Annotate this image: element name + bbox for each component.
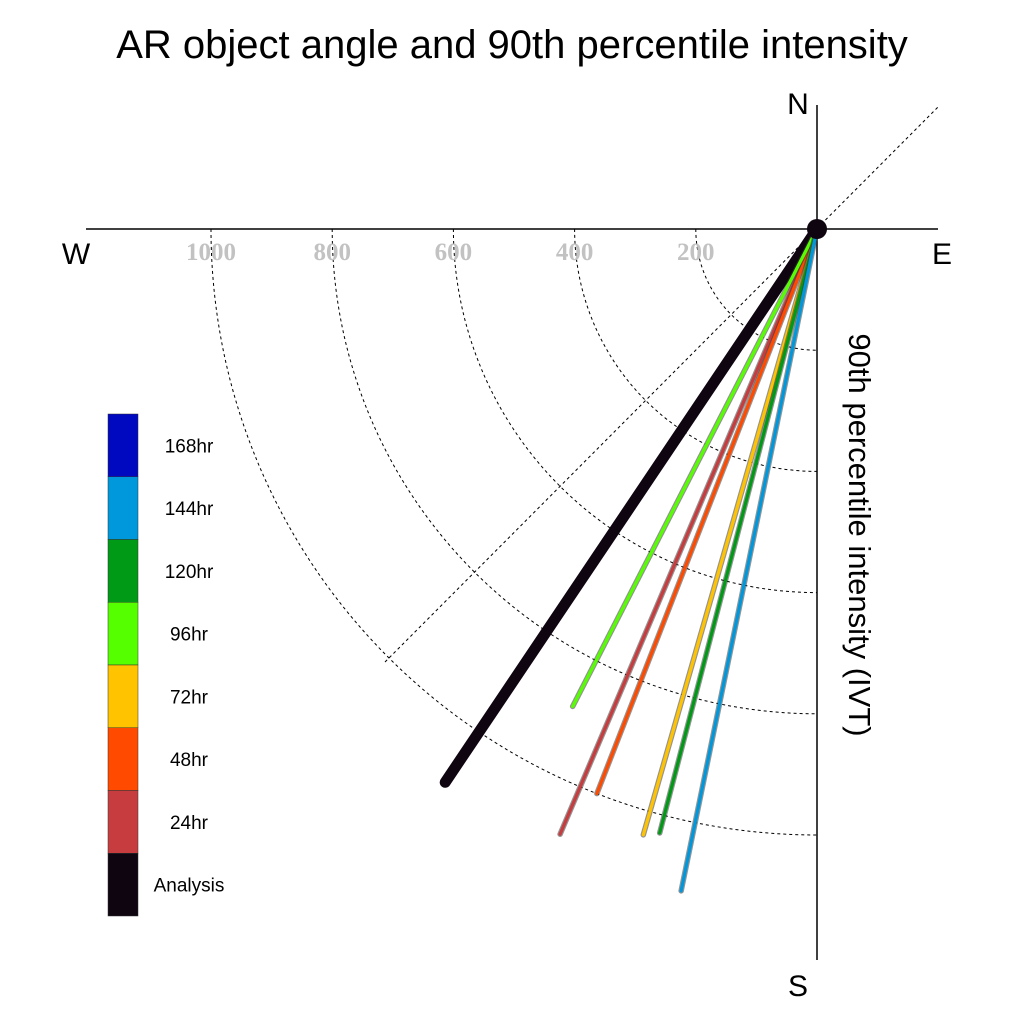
ring-800: [331, 228, 818, 715]
north-label: N: [787, 88, 809, 121]
legend-swatch-120hr: [107, 539, 139, 603]
intensity-rings: [210, 228, 818, 836]
ring-400: [574, 228, 818, 472]
legend-label-144hr: 144hr: [165, 499, 214, 520]
south-label: S: [788, 970, 808, 1003]
legend: 168hr 144hr 120hr 96hr 72hr 48hr 24hr Analysis: [107, 413, 225, 917]
series-outline-analysis: [439, 223, 823, 788]
legend-swatch-72hr: [107, 664, 139, 728]
chart-title: AR object angle and 90th percentile inte…: [116, 23, 908, 67]
series-line-120hr: [658, 227, 819, 835]
ring-label-400: 400: [556, 239, 594, 266]
legend-swatch-168hr: [107, 413, 139, 477]
legend-label-48hr: 48hr: [170, 750, 209, 771]
series-line-96hr: [571, 227, 819, 709]
legend-swatch-96hr: [107, 602, 139, 666]
radial-axis-title: 90th percentile intensity (IVT): [842, 333, 877, 736]
legend-label-24hr: 24hr: [170, 813, 209, 834]
legend-label-analysis: Analysis: [154, 876, 225, 897]
ring-600: [452, 228, 818, 594]
legend-swatch-analysis: [107, 853, 139, 917]
legend-label-168hr: 168hr: [165, 436, 214, 457]
west-label: W: [62, 238, 91, 271]
series-line-48hr: [595, 227, 819, 796]
ring-labels: 200 400 600 800 1000: [186, 239, 715, 266]
legend-swatch-24hr: [107, 790, 139, 854]
ring-1000: [210, 228, 818, 836]
diagonal-guide: [384, 106, 939, 663]
ring-label-200: 200: [677, 239, 715, 266]
legend-swatch-48hr: [107, 727, 139, 791]
series-line-24hr: [558, 227, 819, 836]
legend-label-72hr: 72hr: [170, 687, 209, 708]
ring-label-800: 800: [313, 239, 351, 266]
forecast-series: [439, 223, 823, 894]
ring-label-600: 600: [435, 239, 473, 266]
legend-label-96hr: 96hr: [170, 625, 209, 646]
legend-label-120hr: 120hr: [165, 562, 214, 583]
origin-marker: [807, 219, 827, 239]
east-label: E: [932, 238, 952, 271]
ring-label-1000: 1000: [186, 239, 236, 266]
series-line-144hr: [679, 227, 819, 893]
legend-swatch-144hr: [107, 476, 139, 540]
